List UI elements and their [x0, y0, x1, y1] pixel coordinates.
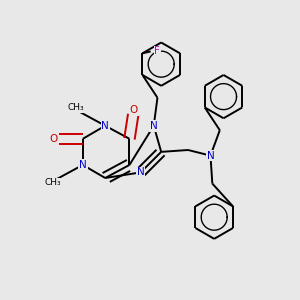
Text: O: O: [50, 134, 58, 144]
Text: O: O: [130, 105, 138, 115]
Text: N: N: [101, 121, 109, 131]
Text: N: N: [79, 160, 87, 170]
Text: CH₃: CH₃: [67, 103, 84, 112]
Text: N: N: [137, 167, 145, 177]
Text: CH₃: CH₃: [45, 178, 61, 187]
Text: N: N: [207, 151, 214, 160]
Text: N: N: [150, 121, 158, 131]
Text: F: F: [154, 46, 160, 56]
